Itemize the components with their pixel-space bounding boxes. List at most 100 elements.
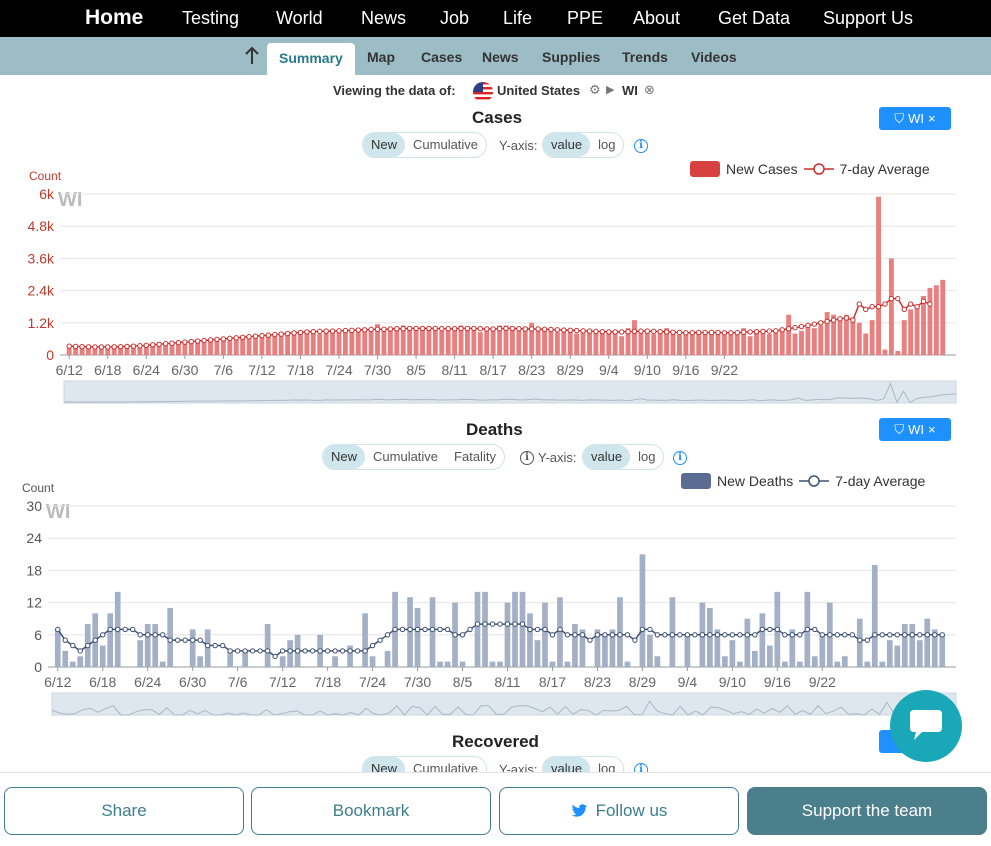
cases-legend-bar-label[interactable]: New Cases xyxy=(726,161,798,177)
chat-button[interactable] xyxy=(890,690,962,762)
deaths-legend-line-swatch[interactable] xyxy=(799,473,830,489)
bar xyxy=(664,328,670,355)
close-icon: × xyxy=(928,111,936,126)
viewing-state[interactable]: WI xyxy=(622,83,638,98)
deaths-scale-log[interactable]: log xyxy=(638,449,656,464)
deaths-info-icon[interactable]: i xyxy=(673,451,687,465)
nav-life[interactable]: Life xyxy=(503,8,533,28)
average-point xyxy=(400,326,406,332)
arrow-up-icon[interactable] xyxy=(243,46,261,66)
average-point xyxy=(797,632,803,638)
nav-get-data[interactable]: Get Data xyxy=(718,8,791,28)
average-point xyxy=(152,632,158,638)
bar xyxy=(118,346,124,355)
bottom-action-bar: Share Bookmark Follow us Support the tea… xyxy=(0,772,991,846)
deaths-legend-line-label[interactable]: 7-day Average xyxy=(835,473,926,489)
tab-cases[interactable]: Cases xyxy=(421,49,463,65)
bar xyxy=(156,344,162,355)
bar xyxy=(330,331,336,355)
bar xyxy=(310,332,316,355)
deaths-legend-bar-label[interactable]: New Deaths xyxy=(717,473,794,489)
nav-home[interactable]: Home xyxy=(85,6,144,29)
nav-about[interactable]: About xyxy=(633,8,681,28)
tab-news[interactable]: News xyxy=(482,49,519,65)
bar xyxy=(144,624,151,667)
average-point xyxy=(932,632,938,638)
average-point xyxy=(144,632,151,638)
nav-ppe[interactable]: PPE xyxy=(567,8,604,28)
deaths-mode-cumulative[interactable]: Cumulative xyxy=(373,449,439,464)
deaths-mode-new[interactable]: New xyxy=(323,445,366,469)
bar xyxy=(304,330,310,355)
bar xyxy=(77,656,84,667)
bar xyxy=(527,613,533,667)
cases-yaxis-label: Y-axis: xyxy=(499,138,538,153)
x-tick-label: 9/10 xyxy=(719,674,746,690)
bar xyxy=(819,634,826,667)
average-point xyxy=(818,320,824,326)
average-point xyxy=(684,632,691,638)
average-point xyxy=(361,327,368,333)
average-point xyxy=(692,632,698,638)
cases-info-icon[interactable]: i xyxy=(634,139,648,153)
average-point xyxy=(459,632,466,638)
average-point xyxy=(753,328,760,335)
average-point xyxy=(394,326,400,332)
cases-scale-log[interactable]: log xyxy=(598,137,616,152)
average-point xyxy=(702,329,708,336)
deaths-scale-value[interactable]: value xyxy=(583,445,631,469)
top-nav: Home Testing World News Job Life PPE Abo… xyxy=(0,0,991,37)
bookmark-button[interactable]: Bookmark xyxy=(251,787,491,835)
state-watermark: WI xyxy=(46,501,70,523)
bar xyxy=(894,645,901,667)
average-point xyxy=(683,330,689,336)
cases-scale-value[interactable]: value xyxy=(543,133,591,157)
deaths-legend-bar-swatch[interactable] xyxy=(681,473,711,489)
average-point xyxy=(606,329,612,335)
bar xyxy=(561,329,567,355)
tab-map[interactable]: Map xyxy=(367,49,395,65)
clear-circle-icon[interactable]: ⊗ xyxy=(644,82,655,97)
cases-legend-bar-swatch[interactable] xyxy=(690,161,720,177)
average-point xyxy=(451,326,458,332)
cases-mode-new[interactable]: New xyxy=(363,133,406,157)
bar xyxy=(781,661,788,667)
bar xyxy=(482,591,488,667)
follow-us-button[interactable]: Follow us xyxy=(499,787,739,835)
average-point xyxy=(554,327,561,333)
x-tick-label: 9/10 xyxy=(634,362,661,378)
deaths-fatality-info-icon[interactable]: i xyxy=(520,451,534,465)
nav-job[interactable]: Job xyxy=(440,8,470,28)
nav-testing[interactable]: Testing xyxy=(182,8,240,28)
cases-mode-cumulative[interactable]: Cumulative xyxy=(413,137,479,152)
average-point xyxy=(252,333,259,339)
average-point xyxy=(805,322,811,329)
cases-legend-line-label[interactable]: 7-day Average xyxy=(839,161,930,177)
average-point xyxy=(617,632,623,638)
support-team-button[interactable]: Support the team xyxy=(747,787,987,835)
average-point xyxy=(830,317,837,323)
bar xyxy=(369,656,376,667)
bar xyxy=(465,326,470,355)
deaths-mode-fatality[interactable]: Fatality xyxy=(454,449,496,464)
average-point xyxy=(647,626,653,633)
tab-trends[interactable]: Trends xyxy=(622,49,668,65)
average-point xyxy=(663,329,670,335)
x-tick-label: 9/22 xyxy=(711,362,738,378)
average-point xyxy=(669,632,676,638)
nav-world[interactable]: World xyxy=(276,8,323,28)
cases-legend-line-swatch[interactable] xyxy=(803,161,834,177)
tab-videos[interactable]: Videos xyxy=(691,49,737,65)
tab-summary[interactable]: Summary xyxy=(267,43,355,75)
nav-news[interactable]: News xyxy=(361,8,407,28)
gear-icon[interactable]: ⚙ xyxy=(589,82,601,97)
tab-supplies[interactable]: Supplies xyxy=(542,49,601,65)
viewing-country[interactable]: United States xyxy=(497,83,581,98)
cases-filter-button[interactable]: ⛉ WI × xyxy=(879,107,951,130)
bar xyxy=(150,344,156,355)
average-point xyxy=(92,344,98,350)
deaths-filter-button[interactable]: ⛉ WI × xyxy=(879,418,951,441)
x-tick-label: 6/30 xyxy=(171,362,198,378)
share-button[interactable]: Share xyxy=(4,787,244,835)
nav-support-us[interactable]: Support Us xyxy=(823,8,914,28)
